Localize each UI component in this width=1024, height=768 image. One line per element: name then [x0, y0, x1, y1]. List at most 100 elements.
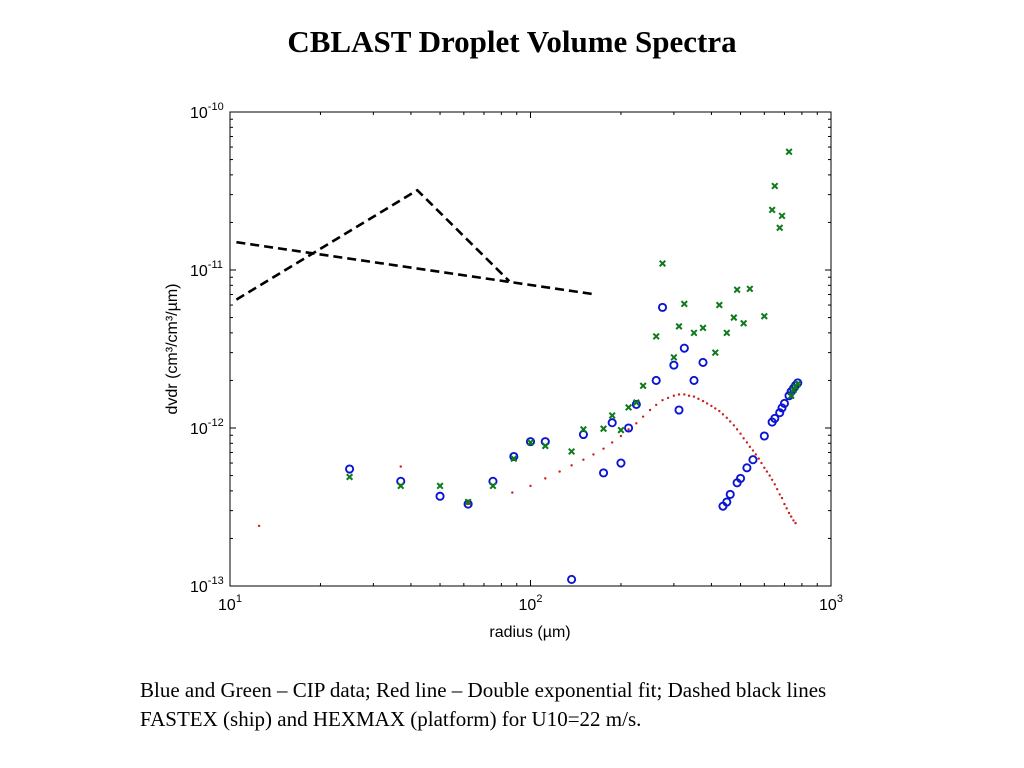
fit-dot: [745, 441, 749, 444]
x-tick-label: 101: [218, 593, 242, 614]
circle-point: [345, 464, 355, 474]
cross-point: [778, 212, 786, 220]
cross-point: [680, 300, 688, 308]
cross-point: [625, 403, 633, 411]
fit-dot: [789, 515, 793, 518]
circle-point: [777, 403, 787, 413]
fit-dot: [751, 449, 755, 452]
x-tick-label: 103: [819, 593, 843, 614]
circle-point: [509, 451, 519, 462]
circle-point: [722, 497, 732, 507]
cross-point: [746, 285, 754, 293]
series-0: [345, 302, 803, 585]
cross-point: [510, 455, 518, 463]
circle-point: [657, 302, 668, 312]
fit-dot: [792, 519, 795, 522]
fit-dot: [705, 402, 709, 405]
page-title: CBLAST Droplet Volume Spectra: [287, 24, 737, 59]
fit-dot: [701, 399, 705, 403]
series-3: [235, 188, 511, 301]
cross-point: [711, 349, 719, 357]
fit-dot: [592, 453, 595, 456]
fit-dot: [780, 496, 784, 500]
fit-dot: [529, 484, 532, 488]
tick-labels: 101 102 103 10-13 10-12 10-11 10-10: [190, 101, 843, 614]
fit-dot: [399, 465, 402, 468]
fit-dot: [729, 420, 732, 423]
cross-point: [639, 382, 647, 390]
fit-dot: [714, 407, 717, 410]
x-tick-label: 102: [519, 593, 543, 614]
cross-point: [760, 312, 768, 320]
fit-dot: [760, 461, 763, 465]
series-1: [346, 148, 802, 506]
circle-point: [779, 398, 790, 409]
circle-point: [435, 491, 445, 501]
cross-point: [608, 411, 616, 419]
circle-point: [748, 455, 758, 465]
fit-dot: [794, 521, 797, 525]
fit-dot: [687, 394, 691, 397]
circle-point: [689, 375, 699, 385]
circle-point: [578, 429, 588, 440]
fit-dot: [666, 396, 670, 400]
fit-dot: [739, 432, 742, 435]
cross-point: [632, 398, 640, 407]
fit-dot: [768, 474, 771, 477]
circle-point: [567, 574, 577, 585]
cross-point: [699, 324, 707, 332]
cross-point: [733, 286, 741, 294]
y-tick-label: 10-10: [190, 101, 224, 122]
fit-dot: [718, 409, 721, 413]
fit-dot: [677, 393, 681, 396]
circle-point: [607, 418, 617, 428]
circle-point: [793, 378, 803, 388]
fit-dot: [627, 428, 630, 431]
circle-point: [463, 499, 473, 509]
x-axis-label: radius (µm): [489, 624, 570, 641]
cross-point: [768, 206, 776, 214]
fit-dot: [466, 502, 470, 506]
cross-point: [670, 353, 678, 361]
cross-point: [397, 482, 405, 490]
y-tick-label: 10-11: [190, 259, 223, 280]
dashed-series-line: [235, 188, 511, 301]
cross-point: [436, 482, 444, 490]
fit-dot: [732, 424, 736, 427]
fit-dot: [770, 478, 774, 482]
fit-dot: [610, 441, 614, 444]
fit-dot: [710, 404, 713, 408]
cross-point: [600, 425, 608, 433]
fit-dot: [257, 524, 261, 528]
cross-point: [771, 182, 779, 190]
fit-dot: [602, 447, 605, 450]
fit-dot: [754, 453, 757, 456]
circle-point: [616, 458, 626, 468]
series-4: [236, 240, 597, 296]
fit-dot: [742, 437, 745, 440]
fit-dot: [558, 470, 561, 473]
cross-point: [730, 314, 738, 322]
fit-dot: [775, 487, 779, 491]
dashed-series-line: [236, 240, 597, 296]
fit-dot: [748, 445, 752, 449]
circle-point: [624, 423, 634, 433]
circle-point: [735, 473, 746, 483]
fit-dot: [783, 502, 786, 506]
cross-point: [675, 322, 683, 330]
plot-frame: [229, 111, 832, 587]
circle-point: [598, 468, 609, 478]
cross-point: [776, 224, 784, 232]
fit-dot: [544, 477, 547, 480]
cross-point: [794, 380, 802, 388]
cross-point: [787, 392, 795, 400]
y-axis-label: dvdr (cm³/cm³/µm): [164, 284, 181, 415]
cross-point: [568, 447, 576, 456]
fit-dot: [648, 408, 652, 412]
fit-dot: [778, 493, 781, 496]
cross-point: [740, 319, 748, 327]
cross-point: [579, 425, 587, 433]
fit-dot: [635, 422, 638, 425]
circle-point: [631, 399, 641, 409]
